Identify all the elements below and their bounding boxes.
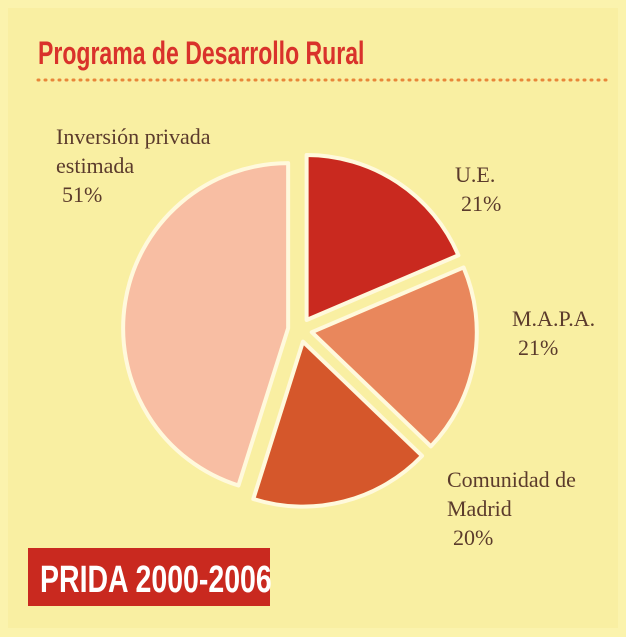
pie	[121, 152, 479, 509]
category-name: Inversión privada estimada	[56, 124, 211, 178]
chart-title: Programa de Desarrollo Rural	[38, 35, 364, 71]
pie-slice	[121, 161, 291, 488]
annotation: PRIDA 2000-2006	[40, 559, 272, 601]
category-name: U.E.	[455, 162, 496, 187]
category-name: Comunidad de Madrid	[447, 467, 576, 521]
category-name: M.A.P.A.	[512, 306, 596, 331]
pie-slice	[309, 265, 479, 449]
value-label: 20%	[453, 525, 494, 550]
slice-label: M.A.P.A. 21%	[512, 304, 622, 362]
value-label: 21%	[518, 335, 559, 360]
slice-label: Inversión privada estimada 51%	[56, 122, 256, 209]
annotation-box	[28, 548, 270, 606]
slice-label: U.E. 21%	[455, 160, 575, 218]
value-label: 51%	[62, 182, 103, 207]
value-label: 21%	[461, 191, 502, 216]
pie-slice	[304, 152, 461, 322]
slice-label: Comunidad de Madrid 20%	[447, 465, 607, 552]
pie-slice	[251, 339, 425, 509]
